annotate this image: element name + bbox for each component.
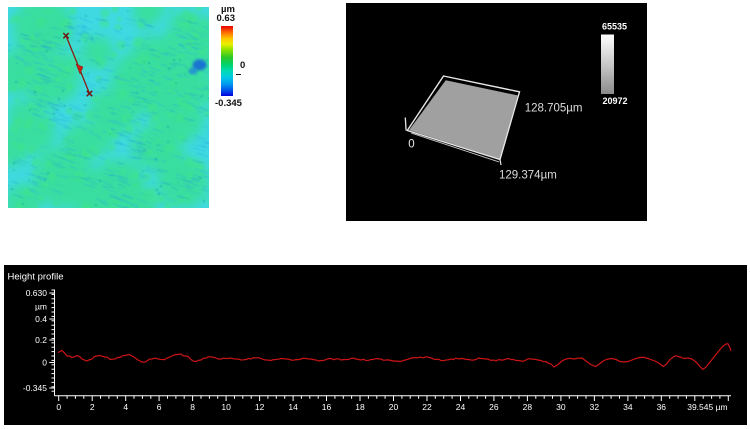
svg-text:20: 20 — [389, 402, 399, 412]
svg-text:28: 28 — [523, 402, 533, 412]
svg-text:24: 24 — [456, 402, 466, 412]
svg-text:30: 30 — [556, 402, 566, 412]
svg-text:128.705µm: 128.705µm — [525, 103, 583, 115]
svg-text:16: 16 — [322, 402, 332, 412]
svg-text:14: 14 — [288, 402, 298, 412]
svg-text:0: 0 — [56, 402, 61, 412]
svg-text:0: 0 — [408, 139, 414, 151]
svg-text:65535: 65535 — [602, 21, 627, 31]
svg-text:39.545 µm: 39.545 µm — [687, 402, 727, 412]
svg-text:10: 10 — [221, 402, 231, 412]
svg-text:4: 4 — [123, 402, 128, 412]
svg-text:129.374µm: 129.374µm — [499, 170, 557, 182]
svg-text:20972: 20972 — [603, 96, 628, 106]
svg-text:Height profile: Height profile — [8, 272, 64, 283]
svg-text:32: 32 — [590, 402, 600, 412]
svg-text:8: 8 — [190, 402, 195, 412]
svg-text:0.4: 0.4 — [35, 314, 47, 324]
svg-text:6: 6 — [157, 402, 162, 412]
svg-text:18: 18 — [355, 402, 365, 412]
svg-text:12: 12 — [255, 402, 265, 412]
svg-text:-0.345: -0.345 — [23, 383, 47, 393]
svg-text:0.2: 0.2 — [35, 335, 47, 345]
svg-text:0.630: 0.630 — [26, 288, 48, 298]
svg-text:0: 0 — [42, 358, 47, 368]
svg-text:34: 34 — [623, 402, 633, 412]
svg-text:26: 26 — [489, 402, 499, 412]
svg-text:36: 36 — [657, 402, 667, 412]
svg-text:2: 2 — [90, 402, 95, 412]
svg-text:µm: µm — [35, 302, 47, 312]
svg-text:22: 22 — [422, 402, 432, 412]
